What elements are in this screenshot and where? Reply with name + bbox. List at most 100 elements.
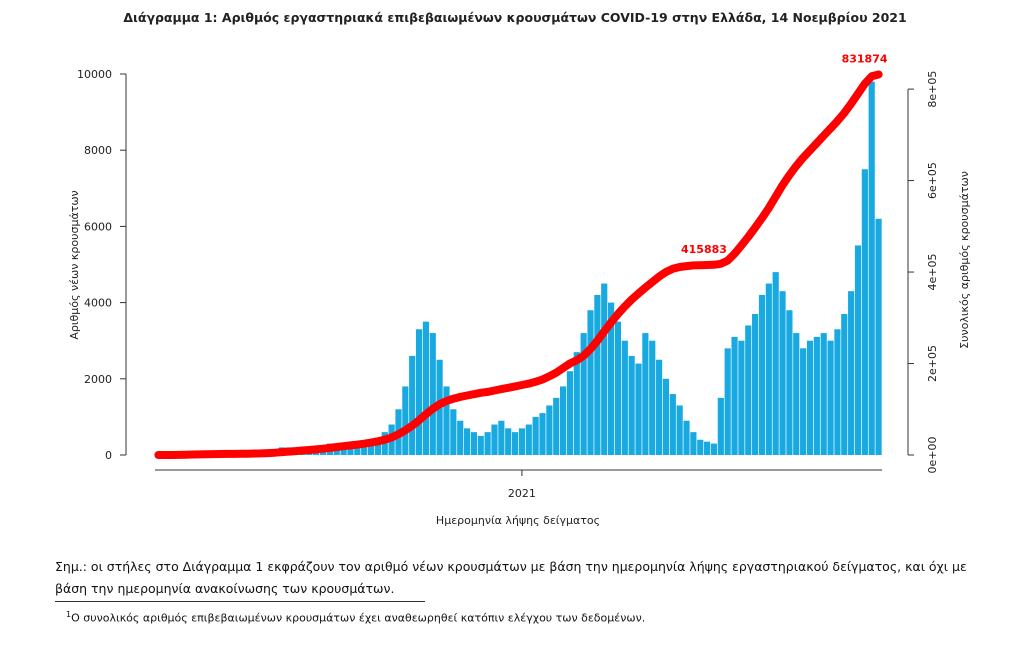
bar xyxy=(676,405,683,455)
bar xyxy=(793,333,800,455)
bar xyxy=(361,441,368,455)
y-axis-label: Αριθμός νέων κρουσμάτων xyxy=(68,190,81,339)
bar xyxy=(731,336,738,455)
bar xyxy=(765,283,772,455)
bar xyxy=(738,340,745,455)
bar xyxy=(463,428,471,455)
bar xyxy=(347,444,354,455)
bar xyxy=(587,310,594,455)
bar xyxy=(601,283,608,455)
bar xyxy=(367,439,375,455)
bar xyxy=(806,340,814,455)
bar xyxy=(710,443,718,455)
y2-tick-label: 0e+00 xyxy=(926,437,939,474)
bar xyxy=(697,439,704,455)
value-label: 415883 xyxy=(681,243,727,256)
bar xyxy=(354,443,361,455)
bar xyxy=(875,218,882,455)
bar xyxy=(717,397,724,455)
y-tick-label: 8000 xyxy=(84,144,112,157)
x-tick-label: 2021 xyxy=(508,487,536,500)
y-tick-label: 4000 xyxy=(84,297,112,310)
bar xyxy=(608,302,615,455)
bar xyxy=(813,336,820,455)
y2-tick-label: 6e+05 xyxy=(926,162,939,199)
bar xyxy=(779,291,786,455)
bar xyxy=(402,386,409,455)
bar xyxy=(635,363,642,455)
bar xyxy=(580,333,587,455)
bar xyxy=(422,321,429,455)
cumulative-line xyxy=(154,70,883,459)
bar xyxy=(539,413,546,455)
bar xyxy=(704,441,711,455)
bar xyxy=(443,386,450,455)
bar xyxy=(594,294,601,455)
bar xyxy=(772,272,779,455)
bar xyxy=(642,333,649,455)
bar xyxy=(669,394,676,455)
bar xyxy=(827,340,834,455)
bar xyxy=(409,355,416,455)
y-tick-label: 2000 xyxy=(84,373,112,386)
bar xyxy=(518,428,526,455)
bar xyxy=(511,432,519,455)
bar xyxy=(553,397,560,455)
bar xyxy=(868,81,875,456)
bar xyxy=(614,321,622,455)
bar xyxy=(546,405,553,455)
bar xyxy=(566,371,574,455)
bar xyxy=(491,424,498,455)
footnote-text: Ο συνολικός αριθμός επιβεβαιωμένων κρουσ… xyxy=(71,611,646,625)
y2-tick-label: 8e+05 xyxy=(926,71,939,108)
chart: Διάγραμμα 1: Αριθμός εργαστηριακά επιβεβ… xyxy=(68,10,971,527)
y-tick-label: 0 xyxy=(105,449,112,462)
bar xyxy=(450,409,457,455)
bar xyxy=(415,329,423,455)
chart-title: Διάγραμμα 1: Αριθμός εργαστηριακά επιβεβ… xyxy=(123,10,906,25)
bar xyxy=(758,294,766,455)
y2-tick-label: 2e+05 xyxy=(926,345,939,382)
bar xyxy=(841,314,848,455)
bar xyxy=(429,333,436,455)
y-tick-label: 10000 xyxy=(77,68,112,81)
bar xyxy=(484,432,491,455)
footnote: 1Ο συνολικός αριθμός επιβεβαιωμένων κρου… xyxy=(66,610,645,625)
bar xyxy=(559,386,567,455)
bar xyxy=(621,340,628,455)
bar xyxy=(745,325,752,455)
x-axis-label: Ημερομηνία λήψης δείγματος xyxy=(436,514,600,527)
bar xyxy=(505,428,512,455)
bar xyxy=(820,333,827,455)
y2-tick-label: 4e+05 xyxy=(926,254,939,291)
bar xyxy=(848,291,855,455)
bar xyxy=(800,348,807,455)
bar xyxy=(498,420,505,455)
bar xyxy=(656,359,663,455)
y2-axis-label: Συνολικός αριθμός κρουσμάτων xyxy=(958,171,971,349)
y-tick-label: 6000 xyxy=(84,220,112,233)
value-label: 831874 xyxy=(842,53,888,66)
bar xyxy=(374,437,381,455)
bar xyxy=(854,245,862,455)
note: Σημ.: οι στήλες στο Διάγραμμα 1 εκφράζου… xyxy=(55,559,967,596)
bar xyxy=(786,310,793,455)
bar xyxy=(834,329,841,455)
bar xyxy=(470,432,478,455)
bar xyxy=(573,352,580,455)
bar xyxy=(752,314,759,455)
bar xyxy=(532,416,539,455)
footnote-mark: 1 xyxy=(66,610,72,619)
bar xyxy=(477,435,484,455)
bar xyxy=(861,169,868,455)
separator xyxy=(55,601,425,602)
bar xyxy=(683,420,690,455)
bar xyxy=(457,420,464,455)
bar xyxy=(724,348,731,455)
bar xyxy=(662,378,670,455)
bar xyxy=(525,424,532,455)
bar xyxy=(628,355,635,455)
bar xyxy=(649,340,656,455)
bar xyxy=(690,432,697,455)
